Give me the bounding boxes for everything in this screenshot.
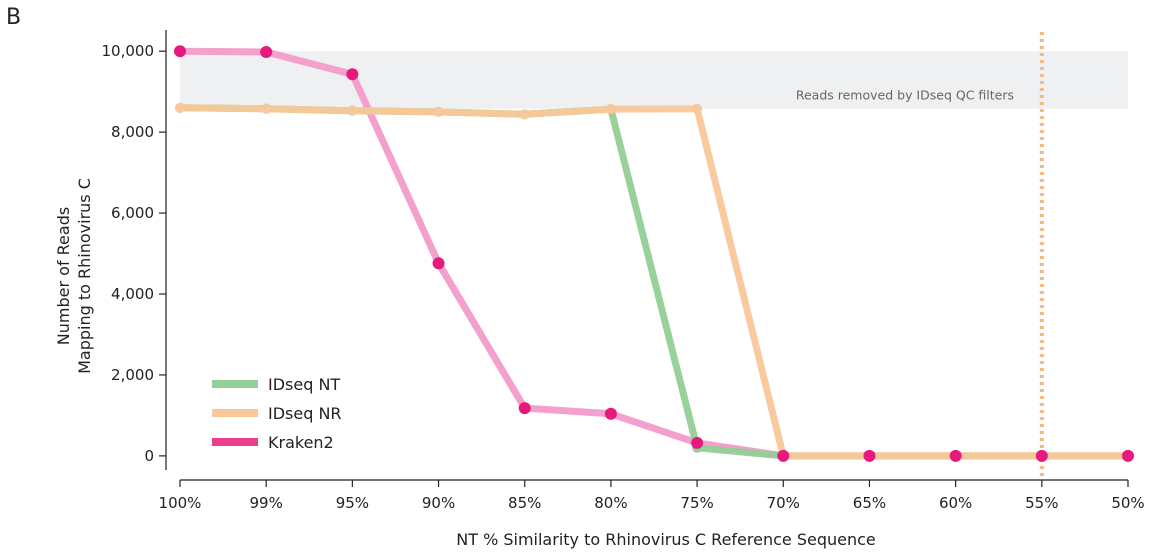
x-tick-label: 90% — [422, 494, 455, 512]
legend-label: IDseq NR — [268, 404, 342, 423]
data-point-kraken2 — [1122, 449, 1134, 462]
data-point-kraken2 — [518, 402, 531, 415]
data-point-idseq-nr — [433, 106, 444, 117]
data-point-kraken2 — [949, 449, 962, 462]
x-tick-label: 70% — [767, 494, 800, 512]
plot-area: Reads removed by IDseq QC filters 0 2,000 4… — [102, 30, 1145, 512]
qc-filter-band — [180, 51, 1128, 109]
data-point-idseq-nr — [519, 109, 530, 120]
x-tick-label: 55% — [1025, 494, 1058, 512]
data-point-kraken2 — [174, 45, 186, 58]
qc-filter-band-label: Reads removed by IDseq QC filters — [796, 88, 1014, 103]
data-point-idseq-nr — [175, 102, 185, 113]
y-tick-label: 6,000 — [111, 204, 154, 222]
x-tick-label: 99% — [250, 494, 283, 512]
panel-letter: B — [6, 5, 21, 30]
y-tick-label: 10,000 — [102, 42, 155, 60]
x-tick-label: 75% — [680, 494, 713, 512]
data-point-idseq-nr — [692, 103, 703, 114]
y-axis-title-line1: Number of Reads — [54, 207, 73, 345]
x-axis-title: NT % Similarity to Rhinovirus C Referenc… — [456, 530, 876, 549]
legend-label: IDseq NT — [268, 375, 340, 394]
legend-label: Kraken2 — [268, 433, 334, 452]
x-tick-label: 100% — [159, 494, 202, 512]
x-tick-label: 80% — [594, 494, 627, 512]
data-point-kraken2 — [432, 257, 445, 270]
data-point-kraken2 — [260, 45, 273, 58]
x-tick-label: 50% — [1111, 494, 1144, 512]
x-tick-label: 60% — [939, 494, 972, 512]
x-tick-label: 85% — [508, 494, 541, 512]
data-point-idseq-nr — [347, 105, 358, 116]
y-tick-label: 0 — [144, 447, 154, 465]
data-point-kraken2 — [777, 449, 790, 462]
y-tick-label: 8,000 — [111, 123, 154, 141]
x-tick-label: 65% — [853, 494, 886, 512]
data-point-kraken2 — [346, 68, 359, 81]
data-point-kraken2 — [691, 436, 704, 449]
x-tick-label: 95% — [336, 494, 369, 512]
data-point-idseq-nr — [605, 104, 616, 115]
data-point-kraken2 — [604, 407, 617, 420]
y-axis-title-line2: Mapping to Rhinovirus C — [75, 178, 94, 374]
y-tick-label: 2,000 — [111, 366, 154, 384]
series-line-idseq-nr — [176, 104, 1132, 460]
data-point-idseq-nr — [261, 103, 272, 114]
data-point-kraken2 — [863, 449, 876, 462]
y-tick-label: 4,000 — [111, 285, 154, 303]
data-point-kraken2 — [1035, 449, 1048, 462]
